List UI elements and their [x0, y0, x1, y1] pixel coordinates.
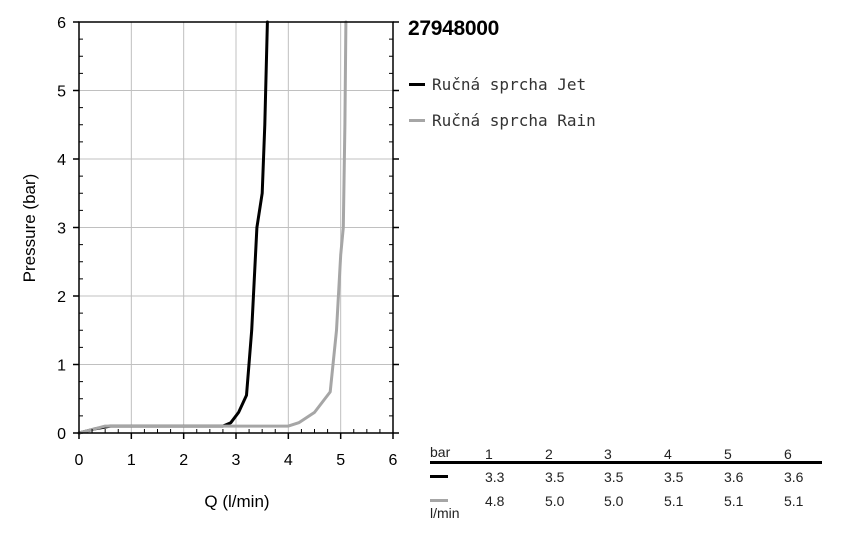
row-key-rain — [430, 491, 448, 502]
table-cell: 5.0 — [545, 493, 565, 509]
legend: Ručná sprcha Jet Ručná sprcha Rain — [409, 66, 596, 138]
table-cell: 5.1 — [724, 493, 744, 509]
y-tick-label: 0 — [57, 426, 66, 443]
table-cell: 3.3 — [485, 469, 505, 485]
table-cell: 3.5 — [545, 469, 565, 485]
legend-item-jet: Ručná sprcha Jet — [409, 66, 596, 102]
flow-unit-label: l/min — [430, 505, 460, 521]
table-header-cell: 3 — [604, 446, 612, 462]
y-tick-label: 5 — [57, 84, 66, 101]
series-line-rain — [77, 20, 348, 435]
legend-swatch-jet — [409, 82, 425, 86]
x-tick-label: 4 — [284, 452, 293, 469]
x-tick-label: 5 — [336, 452, 345, 469]
y-tick-label: 3 — [57, 221, 66, 238]
table-cell: 4.8 — [485, 493, 505, 509]
x-tick-label: 2 — [179, 452, 188, 469]
legend-label-rain: Ručná sprcha Rain — [432, 110, 596, 130]
table-row-jet: 3.3 3.5 3.5 3.5 3.6 3.6 — [430, 467, 822, 491]
table-cell: 5.1 — [784, 493, 804, 509]
x-axis-title: Q (l/min) — [204, 492, 269, 511]
table-cell: 3.6 — [724, 469, 744, 485]
table-header-cell: 2 — [545, 446, 553, 462]
row-key-jet — [430, 467, 448, 478]
x-tick-label: 1 — [127, 452, 136, 469]
legend-label-jet: Ručná sprcha Jet — [432, 74, 587, 94]
flow-table: bar 1 2 3 4 5 6 3.3 3.5 3.5 3.5 3.6 3.6 … — [430, 444, 822, 521]
pressure-unit-label: bar — [430, 444, 451, 460]
pressure-flow-chart: 0 1 2 3 4 5 6 0 1 2 3 4 5 6 Q (l/min) Pressure (bar) — [20, 15, 399, 511]
y-tick-label: 4 — [57, 152, 66, 169]
table-cell: 3.6 — [784, 469, 804, 485]
table-cell: 3.5 — [664, 469, 684, 485]
table-cell: 5.0 — [604, 493, 624, 509]
legend-swatch-rain — [409, 118, 425, 122]
table-header-cell: 6 — [784, 446, 792, 462]
product-code: 27948000 — [408, 17, 500, 40]
y-tick-label: 6 — [57, 15, 66, 32]
grid — [79, 22, 393, 433]
axis-ticks: 0 1 2 3 4 5 6 0 1 2 3 4 5 6 — [57, 15, 399, 469]
series-lines — [77, 20, 348, 435]
legend-item-rain: Ručná sprcha Rain — [409, 102, 596, 138]
x-tick-label: 3 — [232, 452, 241, 469]
x-tick-label: 0 — [75, 452, 84, 469]
table-row-rain: 4.8 5.0 5.0 5.1 5.1 5.1 — [430, 491, 822, 515]
table-header-row: bar 1 2 3 4 5 6 — [430, 444, 822, 464]
x-tick-label: 6 — [389, 452, 398, 469]
y-axis-title: Pressure (bar) — [20, 174, 39, 283]
table-cell: 5.1 — [664, 493, 684, 509]
y-tick-label: 2 — [57, 289, 66, 306]
table-header-cell: 1 — [485, 446, 493, 462]
table-cell: 3.5 — [604, 469, 624, 485]
table-header-cell: 4 — [664, 446, 672, 462]
table-header-cell: 5 — [724, 446, 732, 462]
y-tick-label: 1 — [57, 358, 66, 375]
